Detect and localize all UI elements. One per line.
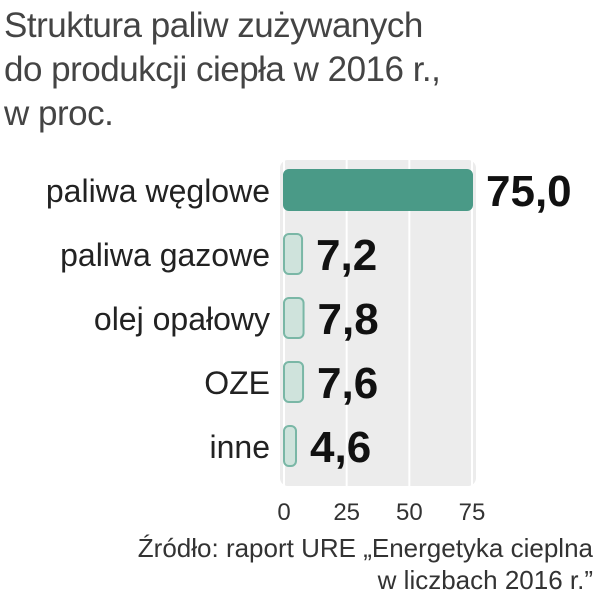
category-label-3: OZE <box>204 365 270 401</box>
value-label-0: 75,0 <box>486 167 572 216</box>
bar-3 <box>283 361 305 403</box>
bar-0 <box>283 169 473 211</box>
value-label-2: 7,8 <box>318 295 379 344</box>
bar-1 <box>283 233 304 275</box>
x-tick-label-2: 50 <box>396 499 423 522</box>
title-line-1: Struktura paliw zużywanych <box>4 6 423 45</box>
category-label-1: paliwa gazowe <box>60 237 270 273</box>
bar-chart: paliwa węglowe 75,0 paliwa gazowe 7,2 olej o… <box>46 160 572 522</box>
bar-4 <box>283 425 297 467</box>
x-tick-label-3: 75 <box>459 499 486 522</box>
source-line-2: w liczbach 2016 r.” <box>377 565 593 595</box>
source-note: Źródło: raport URE „Energetyka cieplna w… <box>33 532 593 596</box>
category-label-4: inne <box>210 429 271 465</box>
plot-panel <box>280 160 476 486</box>
x-tick-label-1: 25 <box>333 499 360 522</box>
bar-2 <box>283 297 305 339</box>
value-label-3: 7,6 <box>317 359 378 408</box>
title-line-3: w proc. <box>4 94 114 133</box>
source-line-1: Źródło: raport URE „Energetyka cieplna <box>137 533 593 563</box>
x-tick-label-0: 0 <box>277 499 290 522</box>
chart-title: Struktura paliw zużywanych do produkcji … <box>4 4 564 136</box>
value-label-4: 4,6 <box>310 423 371 472</box>
value-label-1: 7,2 <box>316 231 377 280</box>
category-label-0: paliwa węglowe <box>46 173 270 209</box>
category-label-2: olej opałowy <box>94 301 270 337</box>
title-line-2: do produkcji ciepła w 2016 r., <box>4 50 441 89</box>
